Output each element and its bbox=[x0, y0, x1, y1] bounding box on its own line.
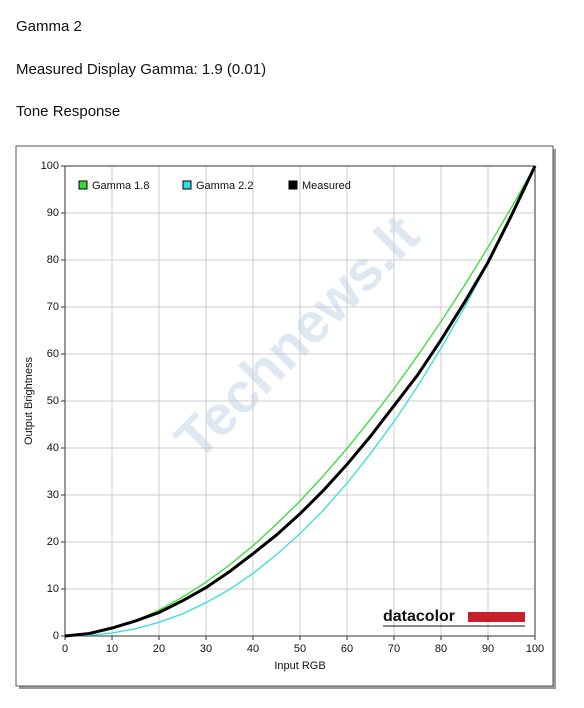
y-tick-label: 20 bbox=[47, 536, 59, 548]
x-tick-label: 20 bbox=[153, 643, 165, 655]
y-tick-label: 60 bbox=[47, 348, 59, 360]
x-tick-label: 30 bbox=[200, 643, 212, 655]
line-series bbox=[64, 165, 536, 637]
x-tick-label: 50 bbox=[294, 643, 306, 655]
plot-border bbox=[64, 165, 536, 637]
legend-label: Gamma 1.8 bbox=[92, 180, 149, 192]
y-tick-label: 40 bbox=[47, 442, 59, 454]
x-tick-label: 100 bbox=[526, 643, 544, 655]
y-tick-label: 50 bbox=[47, 395, 59, 407]
legend-swatch bbox=[78, 180, 88, 190]
y-tick-label: 70 bbox=[47, 301, 59, 313]
x-tick-label: 90 bbox=[482, 643, 494, 655]
logo: datacolor bbox=[383, 608, 455, 625]
y-tick-label: 90 bbox=[47, 207, 59, 219]
y-axis-label: Output Brightness bbox=[23, 356, 35, 445]
legend-swatch bbox=[288, 180, 298, 190]
line-series bbox=[64, 165, 537, 638]
y-tick-label: 80 bbox=[47, 254, 59, 266]
legend-label: Gamma 2.2 bbox=[196, 180, 253, 192]
y-tick-label: 0 bbox=[53, 630, 59, 642]
x-tick-label: 10 bbox=[106, 643, 118, 655]
y-tick-label: 100 bbox=[41, 160, 59, 172]
y-tick-label: 10 bbox=[47, 583, 59, 595]
x-tick-label: 70 bbox=[388, 643, 400, 655]
logo-bar bbox=[468, 612, 525, 622]
x-tick-label: 60 bbox=[341, 643, 353, 655]
legend-swatch bbox=[182, 180, 192, 190]
heading: Tone Response bbox=[16, 103, 121, 120]
x-tick-label: 0 bbox=[62, 643, 68, 655]
x-tick-label: 40 bbox=[247, 643, 259, 655]
legend-label: Measured bbox=[302, 180, 351, 192]
heading: Measured Display Gamma: 1.9 (0.01) bbox=[16, 61, 267, 78]
x-tick-label: 80 bbox=[435, 643, 447, 655]
y-tick-label: 30 bbox=[47, 489, 59, 501]
x-axis-label: Input RGB bbox=[274, 660, 325, 672]
heading: Gamma 2 bbox=[16, 18, 82, 35]
